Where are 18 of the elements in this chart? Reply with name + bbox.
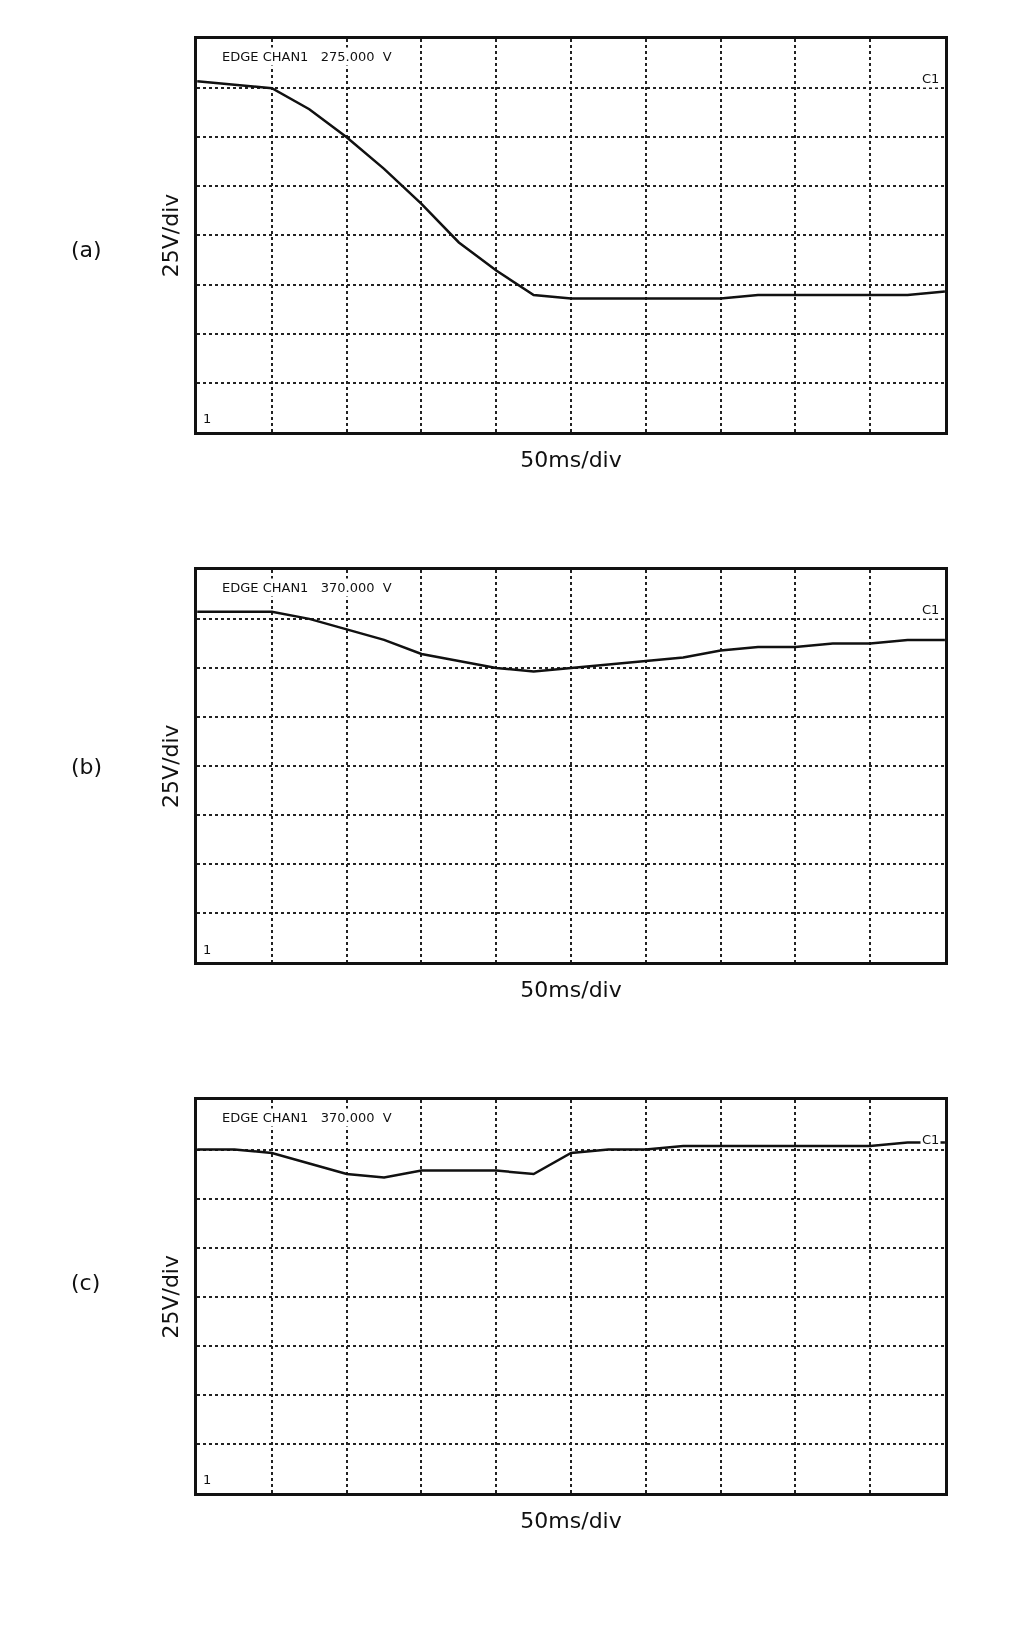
annotation: C1 <box>922 71 940 86</box>
text: (a) <box>71 237 102 262</box>
text: EDGE CHAN1 275.000 V <box>222 49 392 64</box>
x-axis-title: 50ms/div <box>520 1508 622 1534</box>
text: (b) <box>71 754 103 779</box>
x-axis-title: 50ms/div <box>520 446 622 472</box>
annotation: 1 <box>203 1472 212 1487</box>
y-axis-title: 25V/div <box>157 193 183 278</box>
y-axis-title: 25V/div <box>157 1255 183 1339</box>
annotation: C1 <box>922 602 940 617</box>
annotation: C1 <box>922 1132 940 1147</box>
text: EDGE CHAN1 370.000 V <box>222 580 392 595</box>
x-axis-title: 50ms/div <box>520 977 622 1003</box>
annotation: 1 <box>203 411 212 426</box>
text: EDGE CHAN1 370.000 V <box>222 1110 392 1125</box>
annotation: 1 <box>203 942 212 957</box>
y-axis-title: 25V/div <box>157 724 183 808</box>
text: (c) <box>71 1270 101 1295</box>
